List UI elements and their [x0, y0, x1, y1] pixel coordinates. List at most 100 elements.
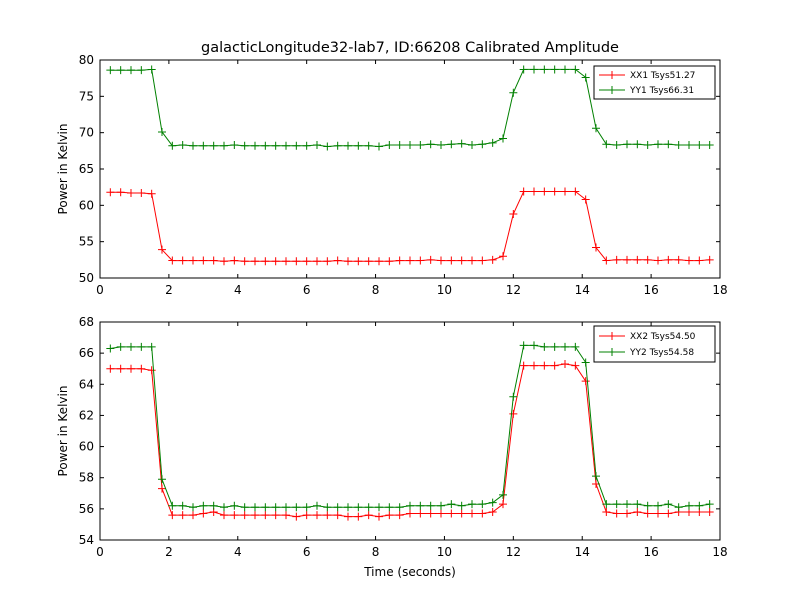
data-point-top-1-17: [282, 141, 290, 150]
data-point-bottom-1-10: [209, 501, 218, 510]
data-point-bottom-0-41: [530, 361, 538, 370]
series-layer-bottom: [106, 341, 714, 521]
data-point-top-0-37: [488, 255, 497, 264]
data-point-top-0-28: [395, 256, 404, 265]
data-point-top-0-12: [230, 256, 239, 265]
x-tick-label-top: 10: [437, 283, 452, 297]
x-tick-label-bottom: 14: [575, 545, 590, 559]
data-point-top-1-13: [240, 141, 249, 150]
data-point-bottom-1-0: [106, 344, 115, 353]
data-point-bottom-1-7: [178, 501, 187, 510]
data-point-bottom-0-15: [261, 511, 270, 520]
data-point-bottom-1-44: [561, 342, 569, 351]
data-point-top-0-43: [550, 187, 559, 196]
data-point-bottom-0-11: [220, 511, 228, 520]
y-tick-label-bottom: 54: [79, 533, 94, 547]
legend-label-xx2: XX2 Tsys54.50: [630, 332, 696, 342]
data-point-top-1-7: [178, 141, 187, 150]
data-point-top-0-39: [509, 210, 518, 219]
data-point-top-1-9: [199, 141, 208, 150]
data-point-top-0-13: [240, 257, 249, 266]
data-point-top-1-16: [271, 141, 280, 150]
data-point-bottom-0-17: [282, 511, 290, 520]
data-point-top-1-1: [116, 66, 125, 75]
data-point-bottom-1-16: [271, 503, 280, 512]
x-tick-label-top: 16: [643, 283, 658, 297]
y-tick-label-bottom: 68: [79, 315, 94, 329]
data-point-top-0-15: [261, 257, 270, 266]
data-point-bottom-1-57: [695, 501, 704, 510]
data-point-top-0-2: [127, 188, 135, 197]
y-tick-label-top: 65: [79, 162, 94, 176]
data-point-top-0-57: [695, 256, 704, 265]
data-point-bottom-1-47: [592, 472, 600, 481]
data-point-bottom-1-33: [447, 500, 456, 509]
data-point-top-1-39: [509, 88, 518, 97]
data-point-top-1-58: [705, 141, 714, 150]
data-point-top-0-30: [416, 256, 425, 265]
data-point-top-1-48: [602, 140, 611, 149]
data-point-bottom-1-13: [240, 503, 249, 512]
data-point-top-1-35: [468, 141, 476, 150]
data-point-bottom-1-43: [550, 342, 559, 351]
data-point-top-0-23: [344, 257, 352, 266]
data-point-top-1-26: [375, 142, 383, 151]
data-point-bottom-0-32: [437, 509, 445, 518]
data-point-top-0-51: [633, 255, 642, 264]
data-point-bottom-1-26: [375, 503, 383, 512]
data-point-top-1-55: [674, 141, 683, 150]
data-point-top-1-6: [168, 141, 177, 150]
data-point-top-0-0: [106, 188, 115, 197]
data-point-bottom-1-24: [354, 503, 363, 512]
data-point-bottom-0-34: [457, 509, 466, 518]
data-point-bottom-1-22: [333, 503, 342, 512]
data-point-bottom-1-45: [571, 342, 580, 351]
data-point-bottom-1-17: [282, 503, 290, 512]
data-point-top-1-3: [137, 66, 146, 75]
data-point-bottom-1-29: [406, 501, 414, 510]
data-point-top-0-52: [643, 255, 652, 264]
data-point-top-0-10: [209, 256, 218, 265]
data-point-top-1-15: [261, 141, 270, 150]
data-point-top-0-16: [271, 257, 280, 266]
y-tick-label-top: 70: [79, 126, 94, 140]
data-point-top-1-36: [478, 140, 487, 149]
y-tick-label-bottom: 62: [79, 408, 94, 422]
data-point-bottom-0-50: [623, 509, 631, 518]
legend-label-yy1: YY1 Tsys66.31: [629, 86, 694, 96]
data-point-bottom-0-45: [571, 361, 580, 370]
data-point-bottom-0-14: [251, 511, 259, 520]
data-point-bottom-1-23: [344, 503, 352, 512]
data-point-bottom-0-39: [509, 409, 518, 418]
data-point-bottom-0-7: [178, 511, 187, 520]
data-point-top-1-12: [230, 141, 239, 150]
data-point-bottom-1-38: [499, 490, 507, 499]
y-tick-label-bottom: 64: [79, 377, 94, 391]
legend-marker-yy1: [608, 86, 616, 94]
x-tick-label-bottom: 0: [96, 545, 104, 559]
data-point-top-0-4: [147, 189, 156, 198]
data-point-top-0-44: [561, 187, 569, 196]
legend-box-top: [593, 65, 716, 100]
data-point-top-0-21: [323, 257, 332, 266]
data-point-top-1-44: [561, 65, 569, 74]
data-point-top-0-26: [375, 257, 383, 266]
data-point-bottom-1-32: [437, 501, 445, 510]
y-tick-label-top: 60: [79, 198, 94, 212]
chart-title: galacticLongitude32-lab7, ID:66208 Calib…: [201, 40, 619, 56]
data-point-bottom-0-9: [199, 509, 208, 518]
data-point-top-0-31: [426, 255, 435, 264]
data-point-bottom-1-58: [705, 500, 714, 509]
data-point-top-0-42: [540, 187, 549, 196]
data-point-bottom-0-3: [137, 364, 146, 373]
x-tick-label-top: 6: [303, 283, 311, 297]
data-point-top-1-54: [664, 140, 673, 149]
data-point-bottom-1-9: [199, 501, 208, 510]
data-point-bottom-0-21: [323, 511, 332, 520]
data-point-bottom-0-30: [416, 509, 425, 518]
data-point-top-1-10: [209, 141, 218, 150]
data-point-top-1-38: [499, 134, 507, 143]
legend-marker-xx1: [608, 71, 616, 79]
x-tick-label-bottom: 4: [234, 545, 242, 559]
